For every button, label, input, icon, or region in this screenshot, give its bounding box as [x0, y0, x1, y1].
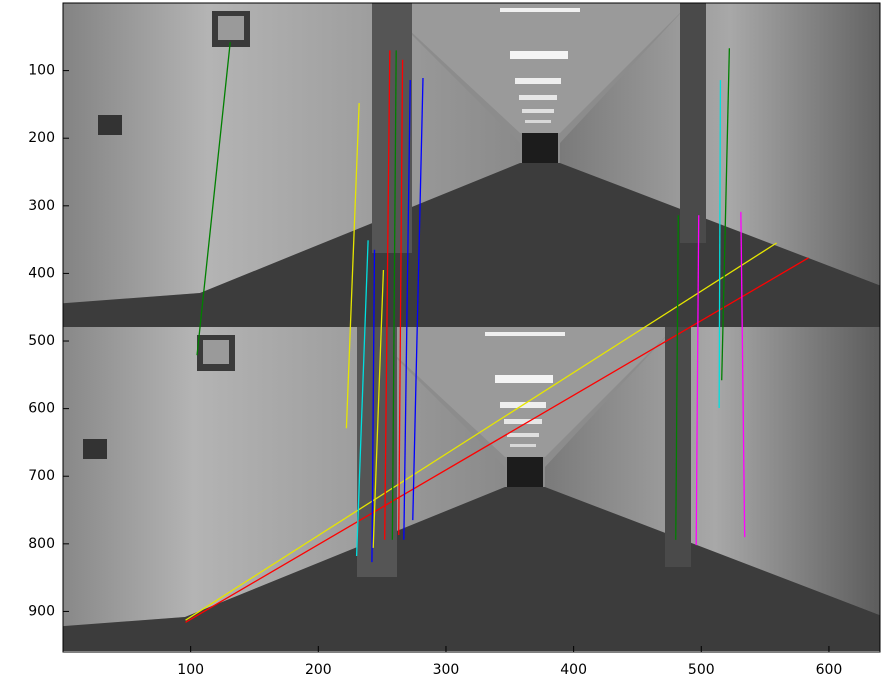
y-tick-label: 500	[28, 333, 55, 349]
figure: 100 200 300 400 500 600 100 200 300 400 500 600 700 8…	[0, 0, 881, 687]
y-tick-label: 200	[28, 130, 55, 146]
y-tick-label: 900	[28, 603, 55, 619]
y-tick-label: 100	[28, 63, 55, 79]
x-tick-label: 100	[177, 662, 204, 678]
y-tick-label: 800	[28, 536, 55, 552]
image	[0, 3, 881, 651]
y-tick-label: 300	[28, 198, 55, 214]
x-tick-label: 200	[305, 662, 332, 678]
x-tick-label: 600	[816, 662, 843, 678]
y-tick-label: 600	[28, 401, 55, 417]
y-tick-label: 400	[28, 265, 55, 281]
page: {"chart_data": {"type": "image-lines", "…	[0, 0, 881, 687]
y-tick-label: 700	[28, 468, 55, 484]
x-tick-label: 500	[688, 662, 715, 678]
x-tick-label: 400	[560, 662, 587, 678]
x-tick-label: 300	[433, 662, 460, 678]
